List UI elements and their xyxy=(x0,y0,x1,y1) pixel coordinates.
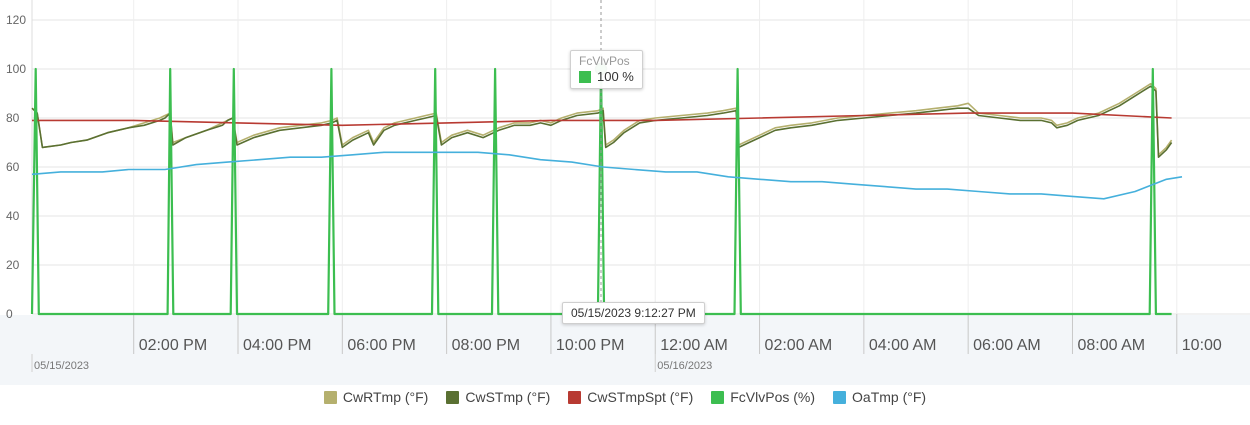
x-tick-label: 02:00 PM xyxy=(139,337,207,354)
y-tick-label: 20 xyxy=(6,258,20,272)
x-tick-label: 10:00 PM xyxy=(556,337,624,354)
legend-item-4[interactable]: OaTmp (°F) xyxy=(833,389,926,405)
series-line-1 xyxy=(31,85,1173,158)
y-tick-label: 40 xyxy=(6,209,20,223)
chart-legend: CwRTmp (°F) CwSTmp (°F) CwSTmpSpt (°F) FcVl… xyxy=(0,384,1250,410)
x-tick-label: 10:00 xyxy=(1182,337,1222,354)
series-line-3 xyxy=(30,67,1172,316)
x-tick-label: 06:00 PM xyxy=(347,337,415,354)
series-line-4 xyxy=(31,151,1183,200)
date-label: 05/15/2023 xyxy=(34,360,89,372)
legend-item-2[interactable]: CwSTmpSpt (°F) xyxy=(568,389,693,405)
x-tick-label: 02:00 AM xyxy=(765,337,833,354)
y-tick-label: 80 xyxy=(6,111,20,125)
x-tick-label: 06:00 AM xyxy=(973,337,1041,354)
legend-label: CwRTmp (°F) xyxy=(342,389,429,405)
x-tick-label: 08:00 PM xyxy=(452,337,520,354)
x-tick-label: 04:00 PM xyxy=(243,337,311,354)
x-tick-label: 12:00 AM xyxy=(660,337,728,354)
legend-swatch xyxy=(833,390,847,404)
series-line-2 xyxy=(32,112,1172,127)
x-tick-label: 08:00 AM xyxy=(1077,337,1145,354)
y-tick-label: 60 xyxy=(6,160,20,174)
hover-timestamp: 05/15/2023 9:12:27 PM xyxy=(562,302,705,324)
legend-item-0[interactable]: CwRTmp (°F) xyxy=(323,389,429,405)
legend-item-3[interactable]: FcVlvPos (%) xyxy=(711,389,815,405)
legend-swatch xyxy=(446,390,460,404)
x-tick-label: 04:00 AM xyxy=(869,337,937,354)
y-tick-label: 120 xyxy=(6,13,26,27)
legend-label: CwSTmp (°F) xyxy=(465,389,551,405)
legend-label: FcVlvPos (%) xyxy=(730,389,816,405)
plot-background xyxy=(32,0,1242,314)
legend-label: CwSTmpSpt (°F) xyxy=(587,389,694,405)
legend-item-1[interactable]: CwSTmp (°F) xyxy=(446,389,550,405)
legend-label: OaTmp (°F) xyxy=(852,389,927,405)
hover-tooltip: FcVlvPos 100 % xyxy=(570,50,643,89)
tooltip-series-name: FcVlvPos xyxy=(579,54,630,68)
legend-swatch xyxy=(323,390,337,404)
tooltip-value-row: 100 % xyxy=(579,69,634,84)
y-tick-label: 100 xyxy=(6,62,26,76)
x-axis-band xyxy=(0,315,1250,385)
date-label: 05/16/2023 xyxy=(657,360,712,372)
tooltip-swatch xyxy=(579,70,591,83)
legend-swatch xyxy=(711,390,725,404)
legend-swatch xyxy=(568,390,582,404)
y-tick-label: 0 xyxy=(6,307,13,321)
tooltip-value: 100 % xyxy=(597,69,634,84)
